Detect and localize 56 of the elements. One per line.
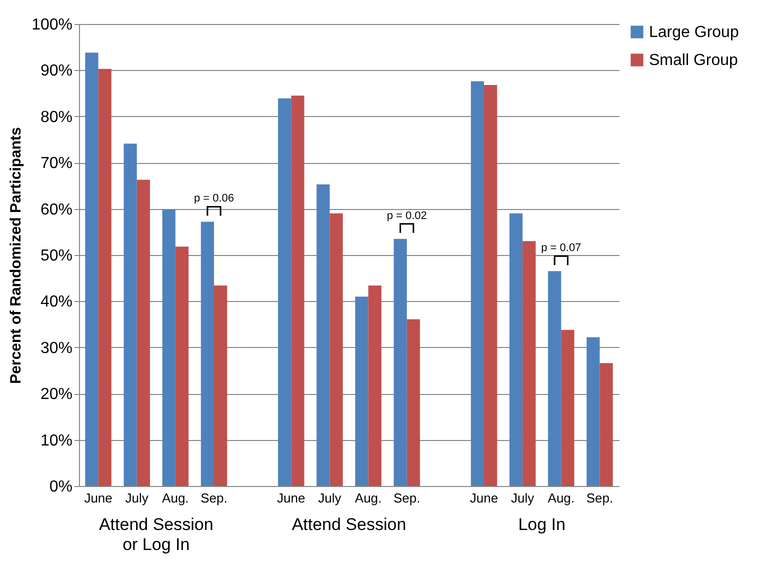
legend-label: Large Group	[649, 24, 739, 41]
bar	[394, 238, 407, 486]
y-tick-label: 50%	[40, 248, 72, 264]
bar	[586, 337, 600, 486]
bar	[175, 246, 189, 486]
bar	[355, 296, 368, 486]
annotation: p = 0.07	[541, 242, 582, 254]
x-tick-label: Aug.	[162, 490, 189, 506]
bar	[330, 213, 343, 486]
y-tick-label: 60%	[40, 201, 72, 218]
bar	[600, 363, 613, 486]
bar	[291, 96, 304, 486]
y-tick-label: 90%	[40, 62, 72, 80]
bar	[484, 84, 498, 486]
y-tick-label: 30%	[40, 340, 72, 357]
y-tick-label: 40%	[40, 294, 72, 311]
bar	[136, 180, 150, 486]
bar	[470, 81, 484, 486]
y-tick-label: 100%	[32, 16, 72, 34]
y-axis-title: Percent of Randomized Participants	[8, 127, 25, 384]
legend-label: Small Group	[649, 52, 738, 69]
bar	[548, 271, 562, 486]
text: Attend Session	[292, 515, 406, 534]
bar	[98, 68, 112, 486]
bar	[561, 330, 574, 486]
bar	[200, 222, 214, 486]
x-tick-label: Aug.	[548, 490, 575, 506]
bar	[316, 184, 330, 486]
x-tick-label: Sep.	[393, 490, 420, 506]
bar	[85, 52, 98, 486]
x-tick-label: July	[125, 490, 149, 506]
x-tick-label: June	[470, 490, 498, 506]
x-tick-label: Aug.	[354, 490, 382, 506]
y-tick-label: 10%	[40, 432, 72, 450]
annotation: p = 0.02	[386, 210, 427, 222]
x-tick-label: July	[318, 490, 342, 506]
y-tick-label: 0%	[49, 478, 72, 496]
bar	[522, 241, 536, 486]
bar	[368, 285, 382, 486]
bar	[509, 213, 523, 486]
text: Attend Session or Log In	[98, 515, 214, 554]
x-tick-label: June	[84, 490, 112, 506]
bar	[214, 285, 228, 486]
bar	[406, 319, 420, 486]
bar	[124, 144, 137, 486]
bar	[162, 210, 176, 486]
x-tick-label: July	[511, 490, 535, 506]
x-tick-label: Sep.	[586, 490, 614, 506]
annotation: p = 0.06	[194, 192, 234, 205]
bar	[278, 98, 292, 486]
y-tick-label: 80%	[40, 108, 72, 126]
y-tick-label: 70%	[40, 155, 72, 172]
y-tick-label: 20%	[40, 386, 72, 404]
x-tick-label: Sep.	[200, 490, 228, 506]
x-tick-label: June	[277, 490, 306, 506]
text: Log In	[518, 515, 566, 534]
